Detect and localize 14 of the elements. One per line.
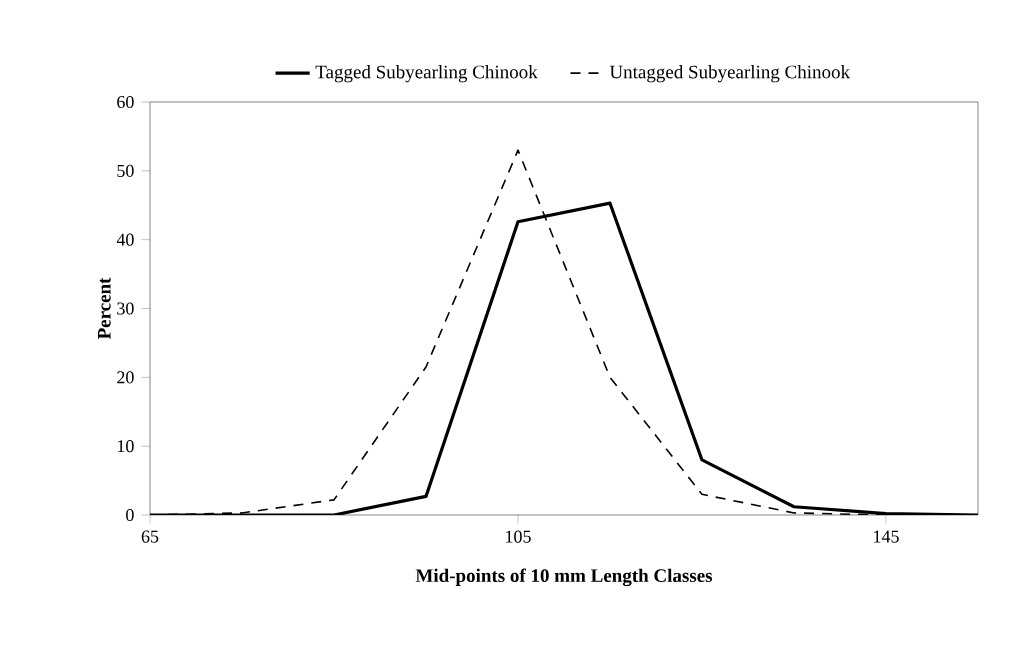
x-tick-label: 145 (874, 530, 899, 543)
x-axis-title: Mid-points of 10 mm Length Classes (415, 568, 713, 587)
y-tick-label: 40 (116, 233, 134, 246)
y-tick-label: 10 (117, 440, 134, 453)
y-axis-title: Percent (98, 277, 111, 340)
y-tick-label: 60 (117, 95, 134, 109)
x-tick-label: 65 (141, 530, 159, 543)
y-tick-label: 50 (117, 164, 134, 177)
legend-label: Tagged Subyearling Chinook (315, 65, 538, 83)
x-tick-label: 105 (506, 530, 531, 543)
y-tick-label: 30 (117, 302, 134, 315)
y-tick-label: 20 (117, 371, 134, 384)
y-tick-label: 0 (126, 508, 134, 522)
legend-label: Untagged Subyearling Chinook (609, 65, 851, 83)
